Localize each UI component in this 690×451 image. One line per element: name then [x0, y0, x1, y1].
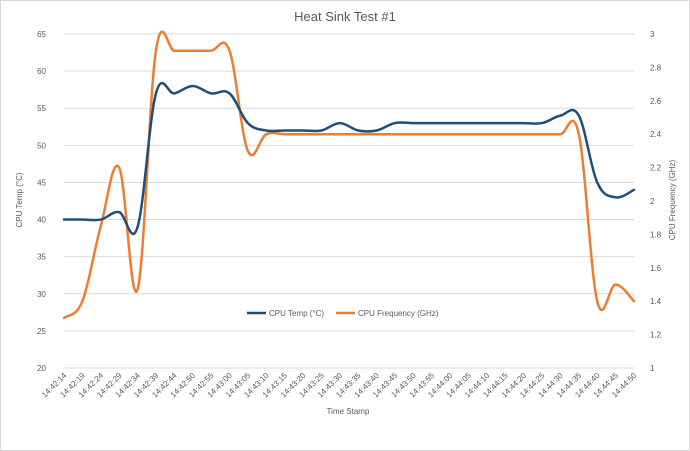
y-right-tick-label: 2	[650, 197, 655, 206]
x-axis-label: Time Stamp	[327, 407, 370, 416]
y-right-tick-label: 2.8	[650, 63, 662, 72]
chart-title: Heat Sink Test #1	[294, 9, 396, 24]
y-right-tick-label: 1.2	[650, 331, 662, 340]
y-left-tick-label: 50	[37, 141, 46, 150]
legend-label-temp: CPU Temp (°C)	[269, 309, 324, 318]
y-left-tick-label: 25	[37, 327, 46, 336]
y-axis-right-label: CPU Frequency (GHz)	[668, 159, 677, 240]
y-right-tick-label: 1	[650, 364, 655, 373]
legend: CPU Temp (°C) CPU Frequency (GHz)	[247, 309, 439, 318]
right-axis-ticks: 1 1.2 1.4 1.6 1.8 2 2.2 2.4 2.6 2.8 3	[650, 30, 662, 373]
y-left-tick-label: 20	[37, 364, 46, 373]
y-right-tick-label: 1.4	[650, 297, 662, 306]
left-axis-ticks: 20 25 30 35 40 45 50 55 60 65	[37, 30, 46, 373]
x-axis-ticks: 14:42:1414:42:1914:42:2414:42:2914:42:34…	[40, 371, 639, 400]
series-lines	[62, 30, 636, 320]
y-right-tick-label: 3	[650, 30, 655, 39]
y-left-tick-label: 30	[37, 290, 46, 299]
y-right-tick-label: 2.4	[650, 130, 662, 139]
y-left-tick-label: 40	[37, 216, 46, 225]
series-line-cpu-temp	[62, 81, 636, 236]
y-axis-left-label: CPU Temp (°C)	[15, 172, 24, 227]
y-right-tick-label: 1.6	[650, 264, 662, 273]
legend-label-freq: CPU Frequency (GHz)	[358, 309, 439, 318]
gridlines	[64, 33, 634, 369]
y-left-tick-label: 35	[37, 253, 46, 262]
y-right-tick-label: 2.6	[650, 97, 662, 106]
y-right-tick-label: 2.2	[650, 164, 662, 173]
y-left-tick-label: 55	[37, 104, 46, 113]
y-left-tick-label: 60	[37, 67, 46, 76]
y-left-tick-label: 45	[37, 178, 46, 187]
series-line-cpu-frequency	[62, 30, 636, 320]
y-right-tick-label: 1.8	[650, 230, 662, 239]
y-left-tick-label: 65	[37, 30, 46, 39]
